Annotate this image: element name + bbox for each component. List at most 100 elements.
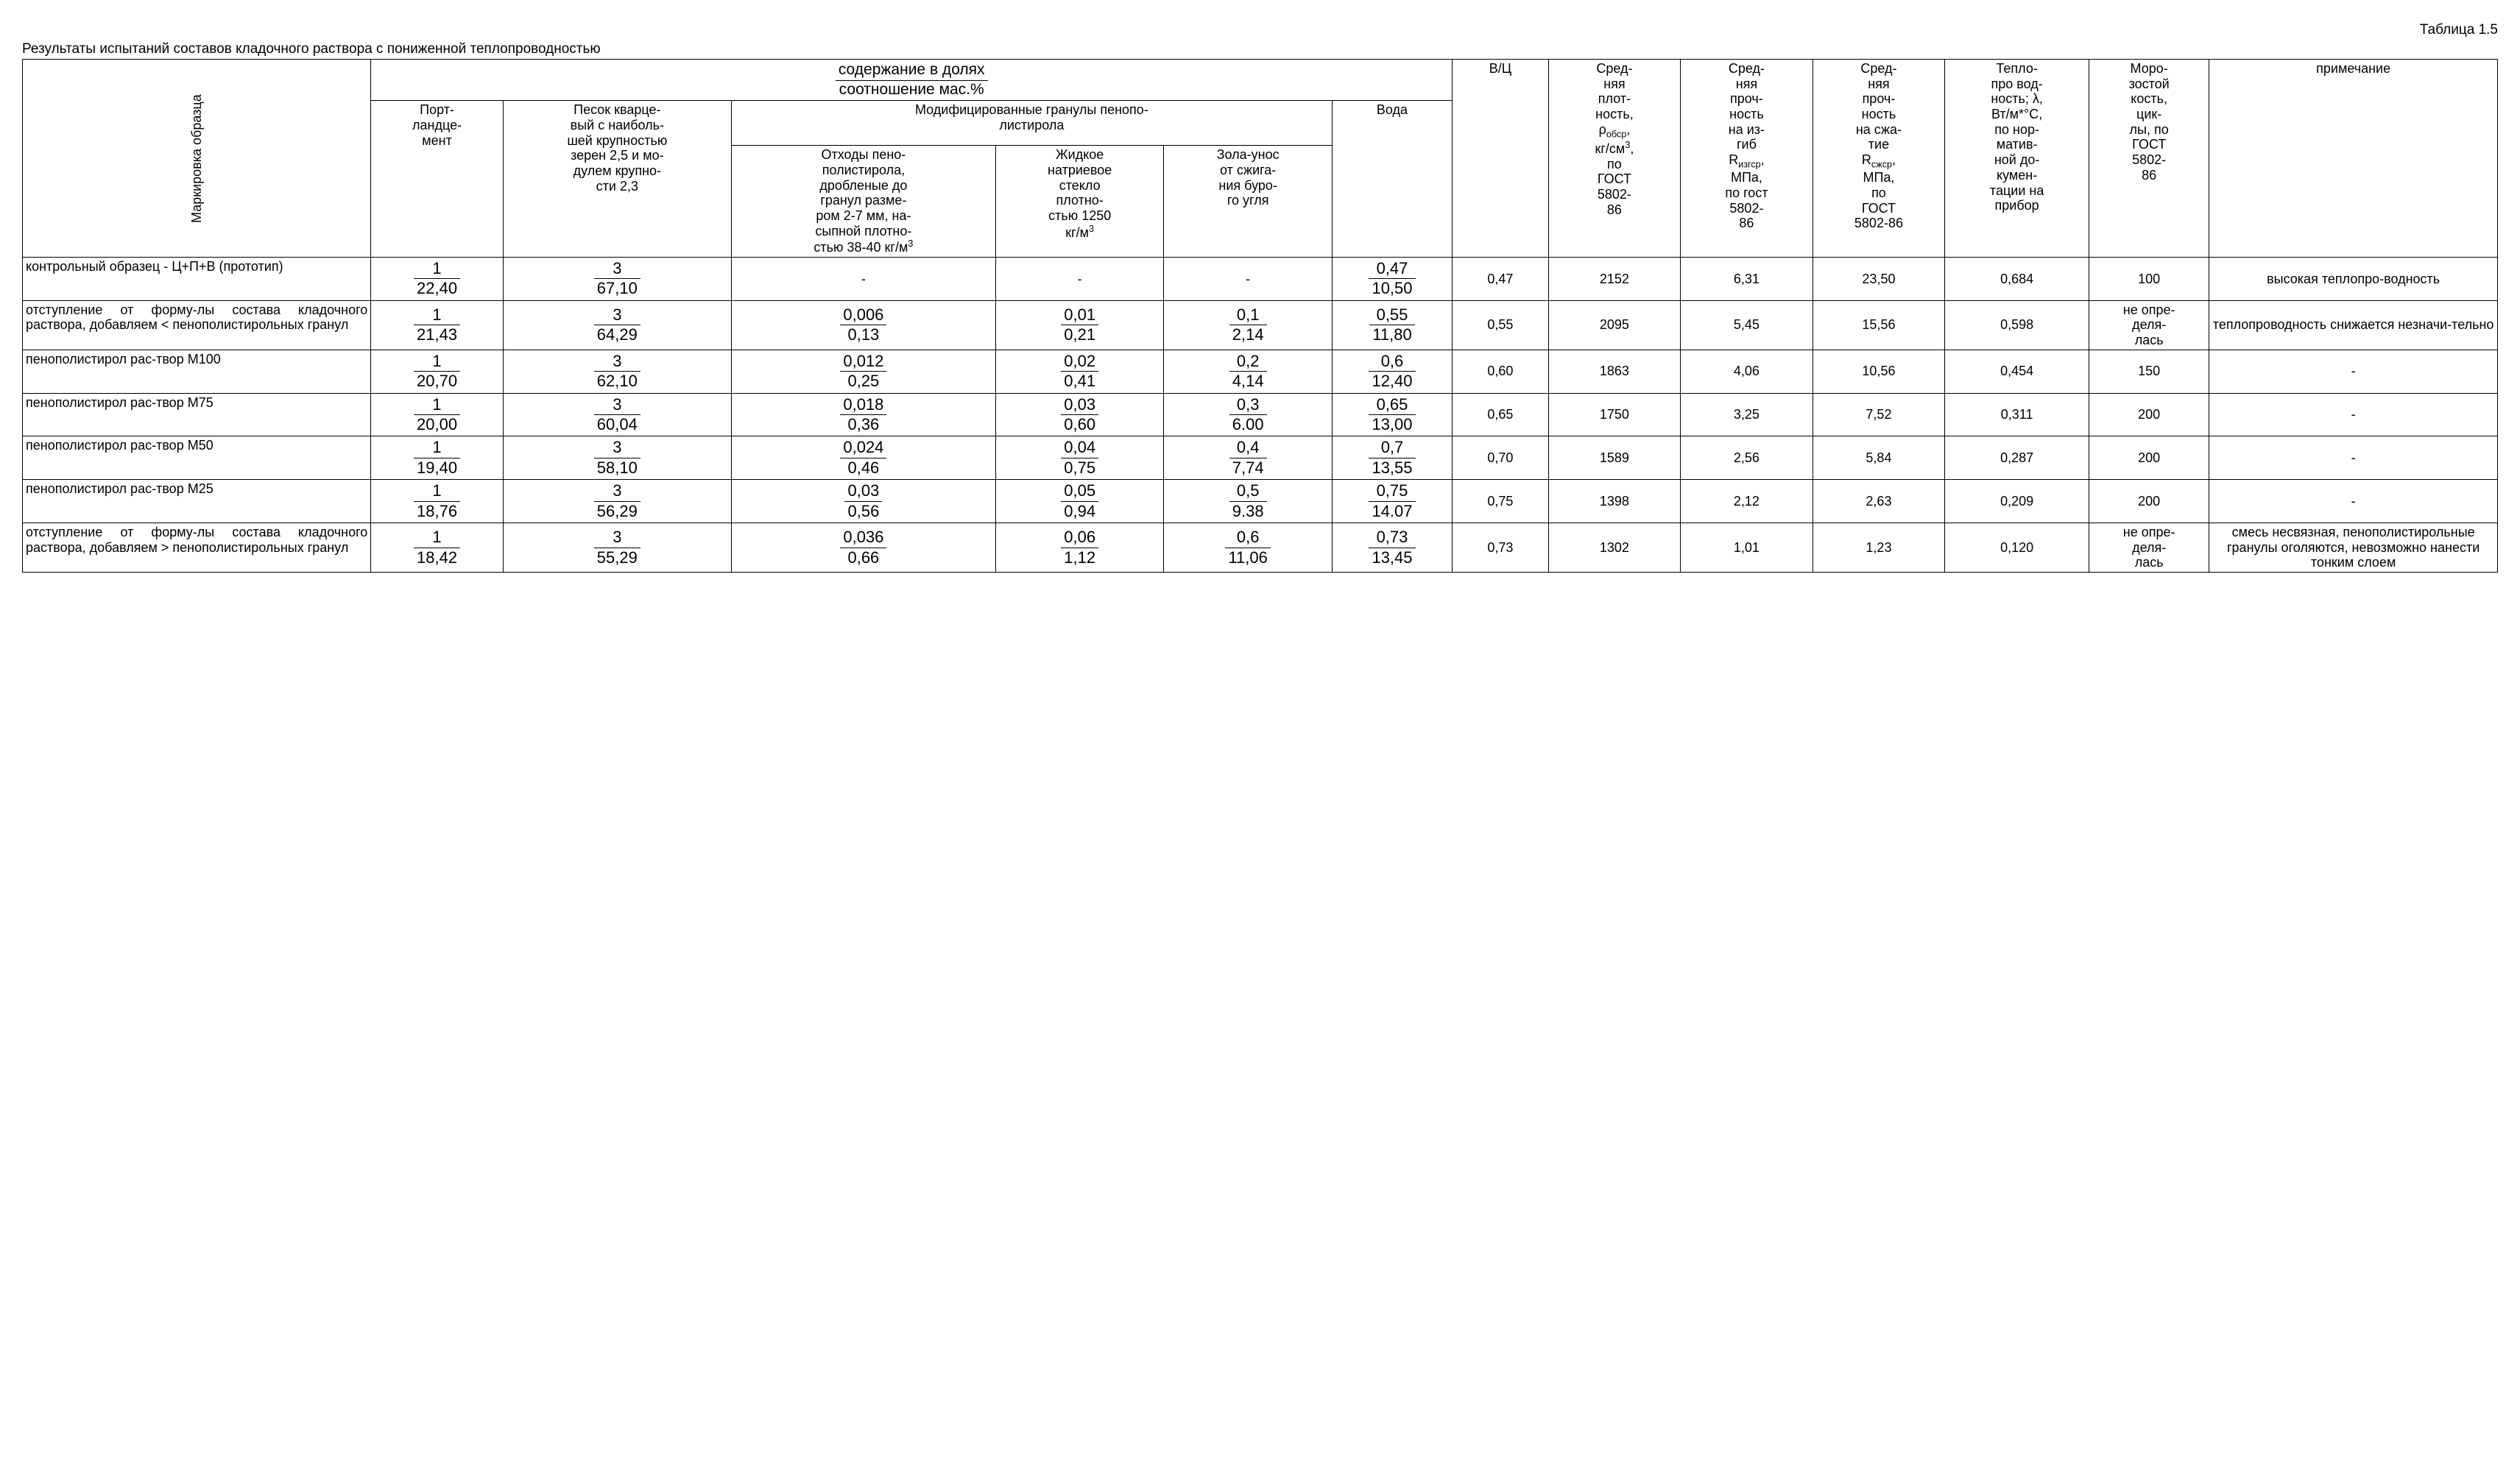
table-row: пенополистирол рас-твор М25118,76356,29 0… — [23, 480, 2498, 523]
table-cell: 0,0360,66 — [731, 523, 995, 572]
col-compress: Сред-няяпроч-ностьна сжа-тиеRсжср,МПа,по… — [1813, 60, 1945, 258]
table-cell: 2095 — [1548, 300, 1681, 350]
table-cell: 150 — [2089, 350, 2209, 393]
table-cell: 0,47 — [1453, 258, 1549, 301]
table-cell: 0,454 — [1945, 350, 2089, 393]
row-note: - — [2209, 393, 2498, 436]
table-cell: 0,0240,46 — [731, 436, 995, 480]
table-cell: 0,12,14 — [1164, 300, 1332, 350]
table-number: Таблица 1.5 — [22, 22, 2498, 38]
results-table: Маркировка образца содержание в долях со… — [22, 59, 2498, 573]
table-cell: 355,29 — [503, 523, 731, 572]
table-cell: 118,76 — [371, 480, 504, 523]
table-cell: 364,29 — [503, 300, 731, 350]
col-glass: Жидкоенатриевоестеклоплотно-стью 1250кг/… — [995, 146, 1163, 258]
table-cell: 360,04 — [503, 393, 731, 436]
row-note: - — [2209, 350, 2498, 393]
table-cell: 1398 — [1548, 480, 1681, 523]
table-cell: 120,70 — [371, 350, 504, 393]
col-wc: В/Ц — [1453, 60, 1549, 258]
table-header: Маркировка образца содержание в долях со… — [23, 60, 2498, 258]
table-cell: 0,60 — [1453, 350, 1549, 393]
table-cell: 118,42 — [371, 523, 504, 572]
table-cell: 0,020,41 — [995, 350, 1163, 393]
table-cell: 0,030,60 — [995, 393, 1163, 436]
table-cell: 0,311 — [1945, 393, 2089, 436]
table-cell: 0,5511,80 — [1332, 300, 1452, 350]
table-cell: 3,25 — [1681, 393, 1813, 436]
table-cell: 200 — [2089, 393, 2209, 436]
table-row: отступление от форму-лы состава кладочно… — [23, 523, 2498, 572]
table-cell: 0,611,06 — [1164, 523, 1332, 572]
col-sand: Песок кварце-вый с наиболь-шей крупность… — [503, 101, 731, 258]
table-cell: - — [995, 258, 1163, 301]
table-row: пенополистирол рас-твор М75120,00360,040… — [23, 393, 2498, 436]
table-cell: 0,010,21 — [995, 300, 1163, 350]
table-cell: 0,7514.07 — [1332, 480, 1452, 523]
table-cell: 200 — [2089, 436, 2209, 480]
table-cell: 358,10 — [503, 436, 731, 480]
table-cell: 120,00 — [371, 393, 504, 436]
table-cell: 1863 — [1548, 350, 1681, 393]
table-cell: 2,56 — [1681, 436, 1813, 480]
col-thermal: Тепло-про вод-ность; λ,Вт/м*°С,по нор-ма… — [1945, 60, 2089, 258]
table-cell: 122,40 — [371, 258, 504, 301]
table-cell: - — [731, 258, 995, 301]
col-marking: Маркировка образца — [23, 60, 371, 258]
table-cell: 23,50 — [1813, 258, 1945, 301]
table-cell: 0,0120,25 — [731, 350, 995, 393]
table-cell: 0,73 — [1453, 523, 1549, 572]
col-waste: Отходы пено-полистирола,дробленые догран… — [731, 146, 995, 258]
table-cell: 0,040,75 — [995, 436, 1163, 480]
table-cell: 362,10 — [503, 350, 731, 393]
table-cell: - — [1164, 258, 1332, 301]
table-cell: не опре-деля-лась — [2089, 300, 2209, 350]
table-cell: не опре-деля-лась — [2089, 523, 2209, 572]
table-cell: 0,713,55 — [1332, 436, 1452, 480]
col-note: примечание — [2209, 60, 2498, 258]
table-cell: 100 — [2089, 258, 2209, 301]
row-note: смесь несвязная, пенополистирольные гран… — [2209, 523, 2498, 572]
table-cell: 0,70 — [1453, 436, 1549, 480]
col-water: Вода — [1332, 101, 1452, 258]
table-cell: 0,7313,45 — [1332, 523, 1452, 572]
table-cell: 1,01 — [1681, 523, 1813, 572]
table-cell: 119,40 — [371, 436, 504, 480]
table-row: пенополистирол рас-твор М100120,70362,10… — [23, 350, 2498, 393]
table-cell: 0,47,74 — [1164, 436, 1332, 480]
table-cell: 0,287 — [1945, 436, 2089, 480]
col-frost: Моро-зостойкость,цик-лы, поГОСТ5802-86 — [2089, 60, 2209, 258]
row-note: - — [2209, 436, 2498, 480]
row-note: - — [2209, 480, 2498, 523]
table-cell: 0,6513,00 — [1332, 393, 1452, 436]
table-cell: 356,29 — [503, 480, 731, 523]
table-cell: 0,4710,50 — [1332, 258, 1452, 301]
table-cell: 367,10 — [503, 258, 731, 301]
row-label: пенополистирол рас-твор М25 — [23, 480, 371, 523]
table-cell: 0,36.00 — [1164, 393, 1332, 436]
table-cell: 10,56 — [1813, 350, 1945, 393]
table-cell: 15,56 — [1813, 300, 1945, 350]
table-cell: 0,0060,13 — [731, 300, 995, 350]
table-cell: 1589 — [1548, 436, 1681, 480]
table-cell: 0,0180,36 — [731, 393, 995, 436]
table-row: пенополистирол рас-твор М50119,40358,100… — [23, 436, 2498, 480]
row-label: пенополистирол рас-твор М50 — [23, 436, 371, 480]
col-density: Сред-няяплот-ность,ρобср,кг/см3,поГОСТ58… — [1548, 60, 1681, 258]
row-label: пенополистирол рас-твор М100 — [23, 350, 371, 393]
table-cell: 0,65 — [1453, 393, 1549, 436]
table-row: отступление от форму-лы состава кладочно… — [23, 300, 2498, 350]
table-cell: 6,31 — [1681, 258, 1813, 301]
row-label: отступление от форму-лы состава кладочно… — [23, 300, 371, 350]
col-portland: Порт-ландце-мент — [371, 101, 504, 258]
row-label: отступление от форму-лы состава кладочно… — [23, 523, 371, 572]
table-body: контрольный образец - Ц+П+В (прототип)12… — [23, 258, 2498, 573]
table-cell: 4,06 — [1681, 350, 1813, 393]
col-ash: Зола-уносот сжига-ния буро-го угля — [1164, 146, 1332, 258]
table-cell: 200 — [2089, 480, 2209, 523]
table-cell: 5,45 — [1681, 300, 1813, 350]
table-caption: Результаты испытаний составов кладочного… — [22, 41, 2498, 57]
table-cell: 0,59.38 — [1164, 480, 1332, 523]
table-cell: 7,52 — [1813, 393, 1945, 436]
table-cell: 0,684 — [1945, 258, 2089, 301]
